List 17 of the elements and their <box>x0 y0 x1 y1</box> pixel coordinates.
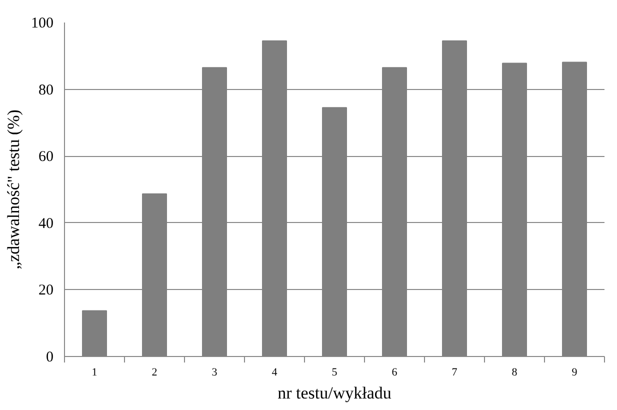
y-tick-label: 80 <box>38 82 54 98</box>
y-tick-label: 20 <box>38 282 54 299</box>
x-tick-label: 2 <box>152 366 158 378</box>
x-tick-label: 7 <box>452 366 458 378</box>
x-tick-label: 6 <box>392 366 398 378</box>
x-tick-label: 9 <box>572 366 578 378</box>
y-axis-title: „zdawalność" testu (%) <box>4 110 23 270</box>
y-tick-label: 60 <box>38 149 54 166</box>
x-tick-label: 4 <box>272 366 278 378</box>
x-tick-label: 3 <box>212 366 218 378</box>
x-axis-title: nr testu/wykładu <box>278 384 392 402</box>
x-tick-label: 1 <box>92 366 98 378</box>
y-tick-label: 40 <box>38 216 54 232</box>
x-tick-label: 5 <box>332 366 338 378</box>
y-tick-label: 100 <box>31 16 54 32</box>
y-tick-label: 0 <box>46 350 54 366</box>
x-tick-label: 8 <box>512 366 518 378</box>
